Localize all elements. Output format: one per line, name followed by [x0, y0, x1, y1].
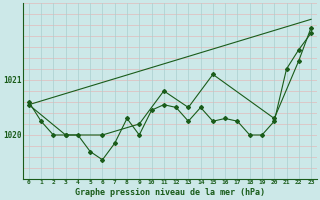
X-axis label: Graphe pression niveau de la mer (hPa): Graphe pression niveau de la mer (hPa) [75, 188, 265, 197]
